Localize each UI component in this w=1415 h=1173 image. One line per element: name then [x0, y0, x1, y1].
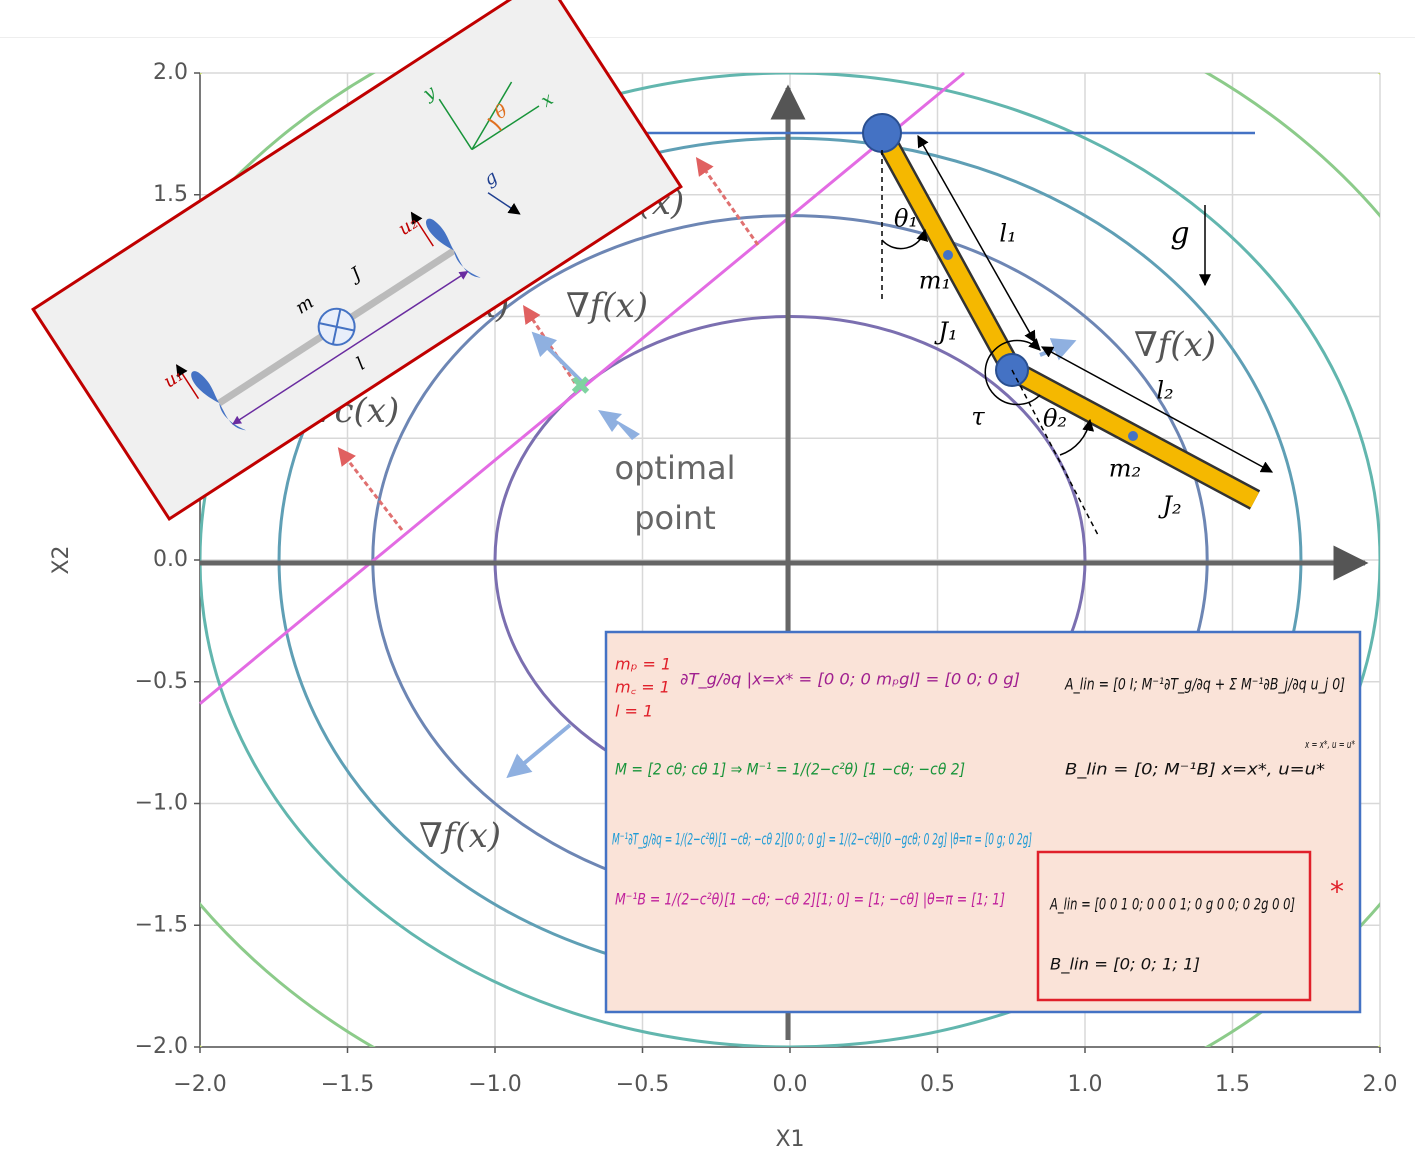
x-tick-label: 1.5: [1215, 1072, 1250, 1097]
note-line: x = x*, u = u*: [1304, 738, 1355, 751]
g-arrow: [487, 192, 521, 215]
optimal-marker: ✖: [570, 372, 592, 402]
pendulum-label: m₁: [919, 267, 951, 295]
force-arrow: [410, 211, 434, 247]
frame-tilt: [471, 81, 513, 150]
force-arrow: [176, 364, 200, 400]
com: [1128, 431, 1138, 441]
frame: [438, 98, 540, 151]
optimal-label: point: [634, 499, 716, 537]
note-line: mₚ = 1: [615, 655, 671, 674]
annotation: ∇f(x): [419, 816, 501, 856]
y-tick-label: 0.0: [153, 547, 188, 572]
x-tick-label: −1.5: [321, 1072, 374, 1097]
dim-arrow: [917, 134, 1036, 344]
pendulum-label: τ: [971, 403, 985, 431]
note-line: M⁻¹B = 1/(2−c²θ)[1 −cθ; −cθ 2][1; 0] = […: [615, 890, 1005, 909]
x-tick-label: 0.5: [920, 1072, 955, 1097]
note-line: A_lin = [0 0 1 0; 0 0 0 1; 0 g 0 0; 0 2g…: [1049, 895, 1295, 915]
note-line: B_lin = [0; M⁻¹B] x=x*, u=u*: [1065, 760, 1325, 780]
pointer-arrow: [598, 410, 640, 440]
notes-box: [604, 630, 1362, 1014]
x-tick-label: 0.0: [773, 1072, 808, 1097]
pendulum-label: θ₁: [894, 205, 918, 233]
note-line: ∂T_g/∂q |x=x* = [0 0; 0 mₚgl] = [0 0; 0 …: [680, 670, 1020, 690]
propeller: [191, 371, 246, 431]
pendulum-label: l₂: [1156, 377, 1173, 405]
result-box: [1036, 850, 1312, 1002]
torque-arc: [984, 338, 1041, 406]
x-tick-label: 1.0: [1068, 1072, 1103, 1097]
optimal-label: optimal: [615, 449, 736, 487]
y-tick-label: −0.5: [135, 669, 188, 694]
note-line: l = 1: [615, 702, 653, 721]
angle-arc: [881, 228, 929, 250]
note-line: m꜀ = 1: [615, 678, 670, 697]
pendulum-label: J₁: [933, 318, 957, 346]
x-tick-label: −0.5: [616, 1072, 669, 1097]
y-tick-label: −1.0: [135, 791, 188, 816]
com: [943, 250, 953, 260]
pendulum-label: g: [1170, 216, 1189, 251]
joint: [862, 113, 902, 153]
note-line: M = [2 cθ; cθ 1] ⇒ M⁻¹ = 1/(2−c²θ) [1 −c…: [615, 760, 965, 779]
propeller: [426, 218, 481, 278]
note-line: M⁻¹∂T_g/∂q = 1/(2−c²θ)[1 −cθ; −cθ 2][0 0…: [612, 830, 1032, 850]
gradient-c-arrow: [337, 447, 404, 531]
note-line: *: [1330, 875, 1344, 908]
length-arrow: [232, 270, 469, 425]
y-tick-label: −2.0: [135, 1034, 188, 1059]
angle-arc: [1059, 418, 1095, 456]
note-line: B_lin = [0; 0; 1; 1]: [1050, 955, 1200, 975]
theta-arc: [487, 118, 503, 132]
pendulum-label: m₂: [1109, 455, 1141, 483]
gradient-f-arrow: [531, 331, 587, 387]
overlay: ✖optimalpoint∇c(x)∇c(x)∇c(x)∇f(x)∇f(x)∇f…: [31, 0, 1369, 1040]
pendulum-label: J₂: [1157, 492, 1181, 520]
x-tick-label: −2.0: [173, 1072, 226, 1097]
gradient-f-arrow: [506, 723, 572, 779]
annotation: ∇f(x): [1134, 325, 1216, 365]
x-tick-label: −1.0: [468, 1072, 521, 1097]
x-axis-label: X1: [775, 1127, 804, 1152]
gradient-c-arrow: [523, 305, 577, 384]
gradient-c-arrow: [695, 157, 760, 246]
pendulum-label: l₁: [999, 220, 1016, 248]
y-tick-label: 2.0: [153, 60, 188, 85]
y-tick-label: −1.5: [135, 912, 188, 937]
dim-arrow: [1040, 346, 1274, 473]
annotation: ∇f(x): [566, 286, 648, 326]
y-tick-label: 1.5: [153, 182, 188, 207]
pendulum-label: θ₂: [1043, 405, 1067, 433]
x-tick-label: 2.0: [1363, 1072, 1398, 1097]
note-line: A_lin = [0 I; M⁻¹∂T_g/∂q + Σ M⁻¹∂B_j/∂q …: [1064, 675, 1345, 695]
y-axis-label: X2: [49, 545, 74, 574]
top-rule: [0, 37, 1415, 38]
constraint-line: [199, 71, 966, 705]
